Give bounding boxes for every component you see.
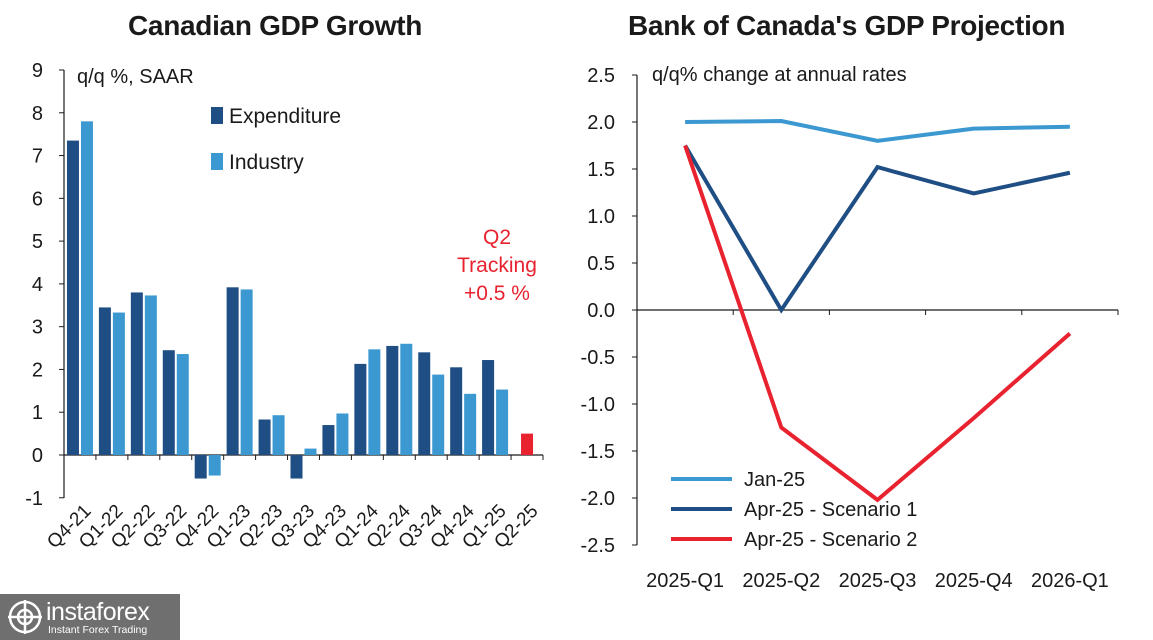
right-y-tick-label: 0.5 [587, 253, 615, 275]
left-legend-label: Industry [229, 151, 304, 174]
bar-industry [368, 349, 381, 455]
bar-expenditure [482, 360, 495, 455]
instaforex-logo: instaforex Instant Forex Trading [0, 594, 180, 640]
left-chart-title: Canadian GDP Growth [128, 10, 423, 41]
right-x-tick-label: 2025-Q4 [935, 570, 1013, 592]
bar-q2-tracking [521, 433, 534, 455]
left-legend-label: Expenditure [229, 105, 341, 128]
bar-expenditure [418, 352, 431, 455]
bar-expenditure [130, 292, 143, 455]
right-y-tick-label: -0.5 [581, 347, 615, 369]
right-y-tick-label: 2.0 [587, 112, 615, 134]
bar-industry [496, 389, 509, 455]
q2-tracking-annotation: +0.5 % [464, 282, 530, 305]
bar-industry [272, 415, 285, 455]
left-y-tick-label: 4 [32, 274, 43, 296]
logo-wordmark: instaforex [46, 598, 150, 626]
right-y-axis-label: q/q% change at annual rates [652, 64, 907, 86]
bar-industry [176, 354, 189, 455]
line-jan-25 [685, 119, 1070, 143]
right-legend-label: Apr-25 - Scenario 1 [744, 499, 917, 521]
bar-industry [432, 374, 445, 455]
right-y-tick-label: 1.5 [587, 159, 615, 181]
right-y-tick-label: 0.0 [587, 300, 615, 322]
bar-industry [144, 295, 157, 455]
bar-industry [304, 448, 317, 455]
q2-tracking-annotation: Q2 [483, 226, 511, 249]
bar-expenditure [386, 345, 399, 455]
left-y-tick-label: 1 [32, 402, 43, 424]
left-y-tick-label: -1 [25, 488, 43, 510]
right-x-tick-label: 2025-Q1 [646, 570, 724, 592]
right-chart-title: Bank of Canada's GDP Projection [628, 10, 1066, 41]
bar-expenditure [194, 455, 207, 479]
left-y-tick-label: 6 [32, 188, 43, 210]
bar-industry [80, 121, 93, 455]
bar-expenditure [450, 367, 463, 455]
right-y-tick-label: 1.0 [587, 206, 615, 228]
bar-expenditure [258, 419, 271, 455]
left-y-tick-label: 7 [32, 146, 43, 168]
bar-expenditure [322, 425, 335, 455]
bar-industry [240, 289, 253, 455]
right-y-tick-label: -2.0 [581, 488, 615, 510]
line-apr-25-scenario-2 [683, 144, 1072, 503]
right-legend-label: Apr-25 - Scenario 2 [744, 529, 917, 551]
left-y-axis-label: q/q %, SAAR [77, 66, 194, 88]
right-y-tick-label: -1.5 [581, 441, 615, 463]
bar-industry [208, 455, 221, 476]
right-x-tick-label: 2025-Q3 [839, 570, 917, 592]
left-y-tick-label: 5 [32, 231, 43, 253]
bar-industry [464, 393, 477, 455]
bar-expenditure [66, 140, 79, 456]
left-y-tick-label: 2 [32, 359, 43, 381]
bar-industry [400, 343, 413, 455]
right-y-tick-label: 2.5 [587, 65, 615, 87]
bar-expenditure [98, 307, 111, 455]
right-y-tick-label: -2.5 [581, 535, 615, 557]
bar-expenditure [354, 363, 367, 455]
left-legend-swatch [211, 107, 223, 124]
bar-expenditure [290, 455, 303, 479]
bar-expenditure [162, 350, 175, 455]
bar-expenditure [226, 287, 239, 455]
left-y-tick-label: 8 [32, 103, 43, 125]
left-legend-swatch [211, 153, 223, 170]
line-apr-25-scenario-1 [683, 144, 1071, 314]
q2-tracking-annotation: Tracking [457, 254, 537, 277]
right-x-tick-label: 2025-Q2 [742, 570, 820, 592]
logo-tagline: Instant Forex Trading [48, 624, 148, 636]
right-x-tick-label: 2026-Q1 [1031, 570, 1109, 592]
bar-industry [112, 312, 125, 455]
left-y-tick-label: 3 [32, 317, 43, 339]
left-y-tick-label: 9 [32, 60, 43, 82]
left-y-tick-label: 0 [32, 445, 43, 467]
right-legend-label: Jan-25 [744, 469, 805, 491]
right-y-tick-label: -1.0 [581, 394, 615, 416]
instaforex-mark-icon [8, 600, 42, 634]
bar-industry [336, 413, 349, 455]
